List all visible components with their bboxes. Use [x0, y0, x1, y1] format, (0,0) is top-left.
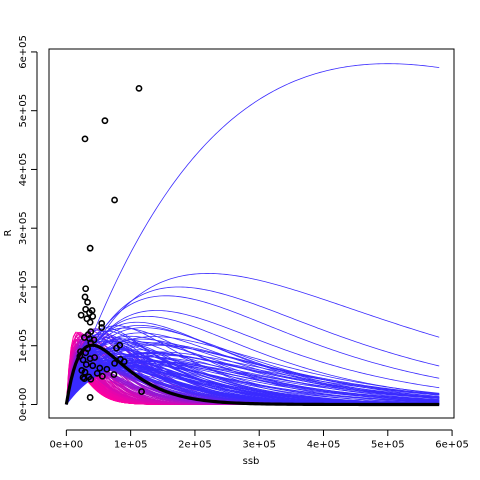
- bootstrap-curve: [66, 336, 440, 405]
- bootstrap-curve: [66, 344, 440, 405]
- y-tick-label: 0e+00: [18, 388, 29, 422]
- bootstrap-curve: [65, 63, 440, 405]
- observation-point: [93, 369, 101, 377]
- observation-point: [110, 371, 118, 378]
- bootstrap-curve: [66, 359, 440, 405]
- observation-point: [86, 318, 94, 326]
- observation-point: [86, 244, 94, 252]
- y-tick-label: 6e+05: [18, 35, 29, 69]
- bootstrap-curve: [66, 361, 440, 405]
- x-tick-label: 1e+05: [114, 439, 148, 450]
- observation-point: [113, 344, 120, 352]
- y-tick-label: 2e+05: [18, 270, 29, 304]
- observation-point: [120, 358, 128, 365]
- observation-point: [82, 361, 90, 368]
- observation-point: [135, 84, 143, 92]
- bootstrap-curve: [66, 351, 440, 405]
- observation-point: [111, 359, 118, 367]
- x-tick-label: 5e+05: [371, 439, 405, 450]
- bootstrap-curve: [66, 364, 440, 405]
- observation-point: [98, 372, 106, 380]
- observation-point: [86, 355, 94, 363]
- bootstrap-curve: [66, 360, 440, 405]
- fitted-curve-group: [64, 343, 440, 407]
- bootstrap-curve: [65, 341, 440, 405]
- observation-point: [80, 375, 88, 383]
- bootstrap-curve: [65, 273, 440, 405]
- observation-point: [81, 135, 89, 143]
- y-axis: 0e+00 1e+05 2e+05 3e+05 4e+05 5e+05 6e+05: [18, 35, 38, 422]
- x-tick-label: 0e+00: [50, 439, 84, 450]
- observation-point: [82, 285, 90, 293]
- x-tick-label: 2e+05: [178, 439, 212, 450]
- observation-point: [87, 339, 95, 347]
- observation-point: [81, 293, 89, 301]
- observation-point: [82, 305, 90, 313]
- fitted-curve: [64, 343, 440, 407]
- observation-point: [138, 388, 145, 395]
- observation-point: [87, 375, 95, 383]
- bootstrap-curve: [65, 295, 440, 405]
- bootstrap-curve: [65, 286, 440, 405]
- observation-points: [76, 84, 145, 401]
- observation-point: [98, 324, 106, 331]
- bootstrap-curve: [65, 327, 440, 405]
- y-tick-label: 5e+05: [18, 94, 29, 128]
- y-tick-label: 3e+05: [18, 211, 29, 245]
- x-axis-title: ssb: [243, 456, 260, 467]
- observation-point: [86, 394, 94, 401]
- observation-point: [103, 365, 111, 373]
- observation-point: [89, 362, 97, 370]
- bootstrap-curves: [65, 63, 440, 405]
- y-axis-title: R: [3, 229, 14, 236]
- x-tick-label: 6e+05: [435, 439, 469, 450]
- y-tick-label: 1e+05: [18, 329, 29, 363]
- observation-point: [111, 196, 118, 204]
- observation-point: [79, 356, 87, 364]
- observation-point: [96, 364, 104, 372]
- observation-point: [101, 117, 109, 125]
- bootstrap-curve: [66, 343, 440, 405]
- bootstrap-curve: [66, 354, 440, 405]
- y-tick-label: 4e+05: [18, 153, 29, 187]
- bootstrap-curve: [65, 310, 440, 405]
- bootstrap-curve: [65, 324, 440, 405]
- x-tick-label: 3e+05: [242, 439, 276, 450]
- bootstrap-curve: [65, 315, 440, 405]
- x-axis: 0e+00 1e+05 2e+05 3e+05 4e+05 5e+05 6e+05: [50, 429, 469, 450]
- plot-frame: [48, 48, 455, 419]
- bootstrap-curve: [66, 353, 440, 405]
- x-tick-label: 4e+05: [307, 439, 341, 450]
- observation-point: [98, 319, 106, 327]
- observation-point: [77, 311, 85, 319]
- observation-point: [82, 349, 90, 357]
- observation-point: [89, 312, 97, 320]
- observation-point: [84, 298, 91, 306]
